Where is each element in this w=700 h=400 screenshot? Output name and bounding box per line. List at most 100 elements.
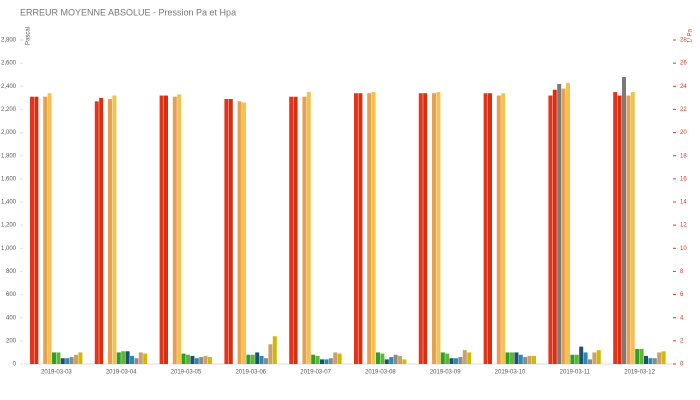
bar: [237, 101, 242, 364]
bar: [402, 359, 407, 364]
bar: [47, 93, 52, 364]
bar: [483, 93, 488, 364]
bar: [398, 355, 402, 364]
bar: [449, 358, 454, 364]
x-tick-label: 2019-03-10: [495, 370, 526, 376]
bar: [389, 357, 394, 364]
y2-tick-label: 18: [680, 153, 687, 159]
bar: [194, 358, 199, 364]
y-tick-label: 800: [6, 269, 17, 275]
bar: [488, 93, 492, 364]
y-tick-label: 2,600: [1, 61, 17, 67]
bar: [527, 355, 532, 364]
bar: [186, 354, 190, 364]
y-tick-label: 600: [6, 292, 17, 298]
bar: [548, 95, 553, 365]
y-tick-label: 2,000: [1, 130, 17, 136]
bar: [592, 352, 597, 364]
bar: [177, 94, 182, 364]
bar: [501, 93, 506, 364]
bar: [639, 348, 644, 364]
bar: [255, 352, 260, 364]
bar: [376, 352, 380, 364]
bar: [648, 358, 653, 364]
bar: [272, 336, 277, 364]
bar: [440, 352, 445, 364]
y-tick-label: 1,200: [1, 223, 17, 229]
bar: [467, 352, 472, 364]
bar: [496, 95, 501, 365]
y2-tick-label: 0: [680, 362, 684, 368]
y2-tick-label: 12: [680, 223, 687, 229]
bar: [60, 358, 65, 364]
y2-tick-label: 28: [680, 38, 687, 44]
x-tick-label: 2019-03-05: [171, 370, 202, 376]
bar: [557, 83, 562, 364]
bar: [99, 97, 104, 364]
bar: [588, 359, 592, 364]
bar: [65, 358, 70, 364]
bar: [337, 353, 342, 364]
bar: [333, 352, 338, 364]
bar: [393, 354, 398, 364]
bar: [358, 93, 363, 364]
bar: [566, 82, 570, 365]
bar: [462, 350, 467, 364]
y2-tick-label: 26: [680, 61, 687, 67]
bar: [302, 96, 307, 364]
bar: [199, 357, 204, 364]
x-tick-label: 2019-03-11: [560, 370, 591, 376]
bar: [570, 354, 575, 364]
bar: [384, 359, 389, 364]
y2-tick-label: 8: [680, 269, 684, 275]
bar: [432, 93, 436, 364]
bar: [532, 355, 536, 364]
bar: [635, 348, 640, 364]
bar: [617, 95, 622, 365]
bar: [505, 352, 510, 364]
bar: [268, 344, 273, 364]
bar: [34, 96, 39, 364]
bar: [203, 355, 208, 364]
y2-tick-label: 24: [680, 84, 687, 90]
bar: [228, 99, 233, 364]
y2-tick-label: 20: [680, 130, 687, 136]
bar: [172, 96, 177, 364]
y2-tick-label: 6: [680, 292, 684, 298]
bar: [418, 93, 423, 364]
y2-tick-label: 16: [680, 176, 687, 182]
bar: [52, 352, 56, 364]
bar: [552, 89, 557, 364]
bar: [130, 355, 134, 364]
x-tick-label: 2019-03-03: [41, 370, 72, 376]
bar: [436, 92, 441, 365]
bar: [108, 99, 112, 364]
bar: [259, 355, 264, 364]
bar: [324, 359, 329, 364]
bar: [311, 354, 316, 364]
bar: [583, 352, 588, 364]
bar: [574, 354, 579, 364]
x-tick-label: 2019-03-12: [624, 370, 655, 376]
bar: [116, 352, 121, 364]
bar: [371, 92, 376, 365]
y-tick-label: 200: [6, 338, 17, 344]
bar: [125, 351, 130, 364]
bar: [289, 96, 294, 364]
bar: [320, 359, 324, 364]
bar: [380, 353, 385, 364]
bar: [138, 352, 143, 364]
bar: [121, 351, 126, 364]
bar: [56, 352, 61, 364]
y2-tick-label: 14: [680, 200, 687, 206]
bar: [246, 354, 251, 364]
bar: [293, 96, 298, 364]
bar: [367, 93, 372, 364]
bar: [43, 96, 48, 364]
y-tick-label: 2,800: [1, 38, 17, 44]
bar: [354, 93, 358, 364]
bar: [454, 358, 458, 364]
x-tick-label: 2019-03-04: [106, 370, 137, 376]
bar: [112, 95, 117, 365]
bar: [30, 96, 34, 364]
